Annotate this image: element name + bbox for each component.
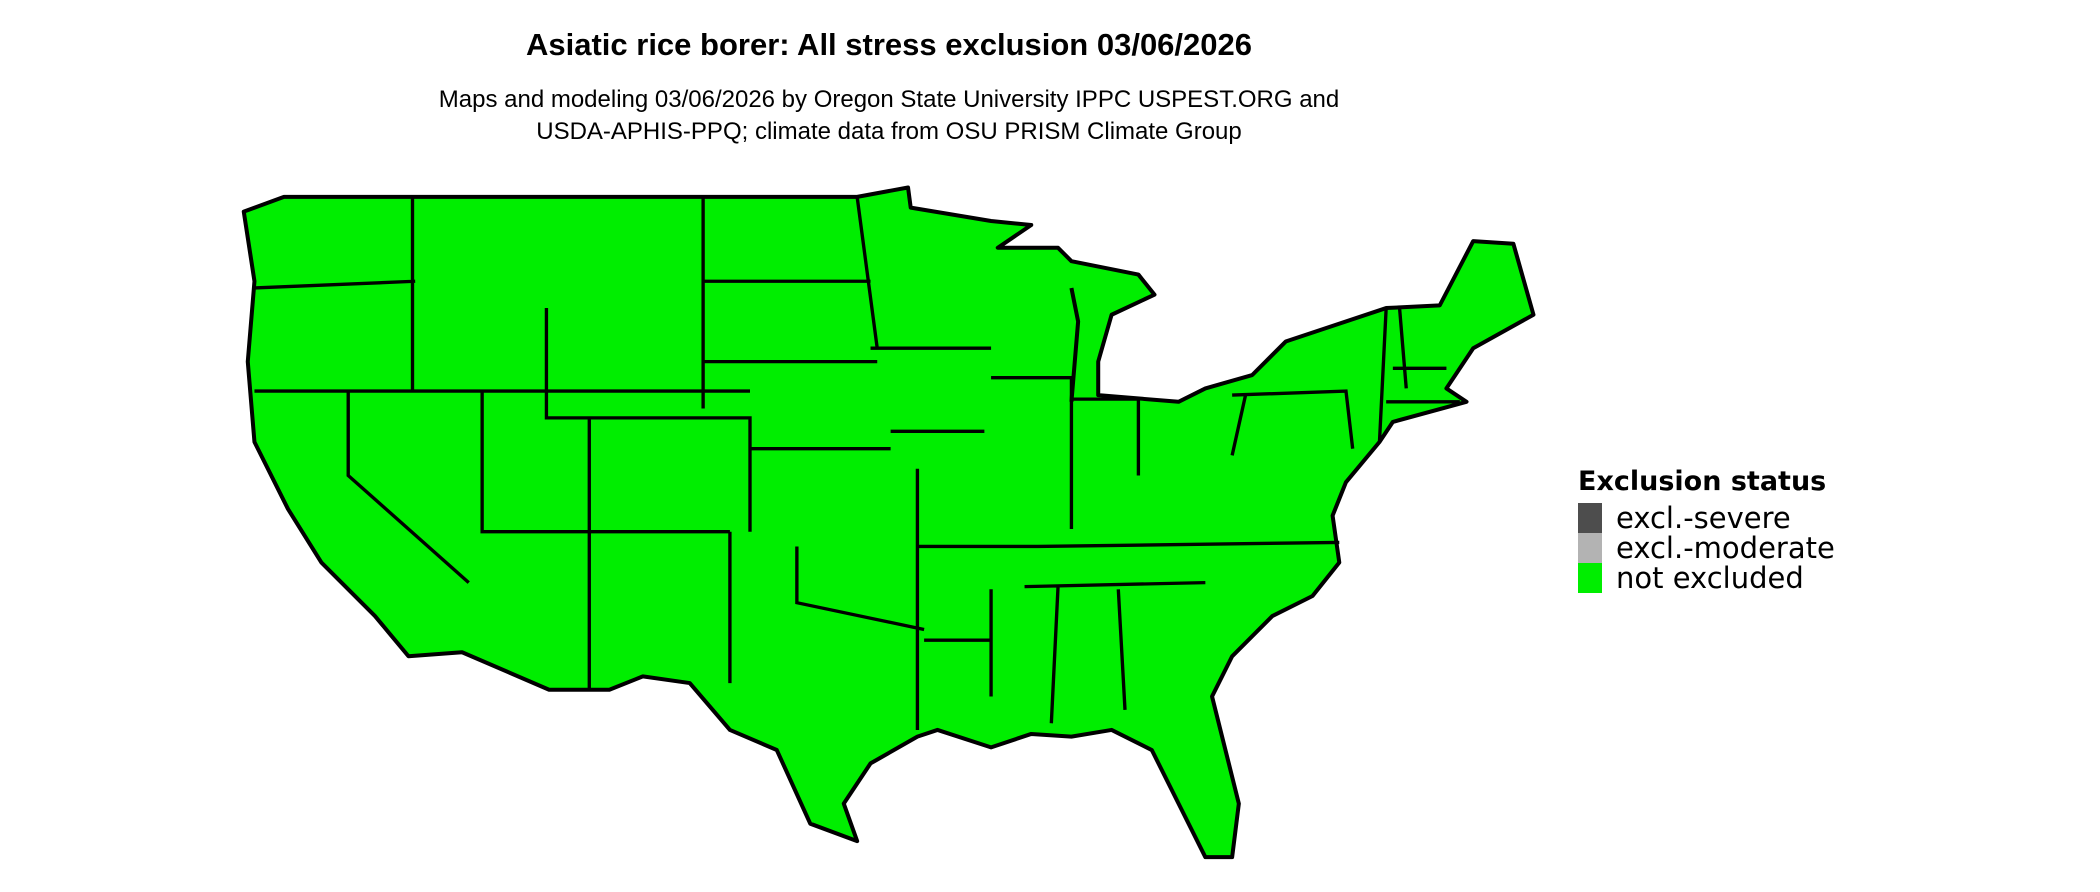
legend-item-moderate: excl.-moderate (1578, 531, 1835, 565)
legend-item-not-excluded: not excluded (1578, 561, 1835, 595)
legend-swatch-moderate (1578, 533, 1602, 563)
legend-label: not excluded (1616, 561, 1804, 595)
us-outline (241, 185, 1536, 860)
map-title: Asiatic rice borer: All stress exclusion… (525, 27, 1253, 62)
map-subtitle: Maps and modeling 03/06/2026 by Oregon S… (0, 84, 1778, 148)
legend-label: excl.-severe (1616, 501, 1791, 535)
legend-label: excl.-moderate (1616, 531, 1835, 565)
legend-swatch-severe (1578, 503, 1602, 533)
state-borders (254, 196, 1460, 730)
subtitle-line-1: Maps and modeling 03/06/2026 by Oregon S… (438, 86, 1340, 113)
subtitle-line-2: USDA-APHIS-PPQ; climate data from OSU PR… (536, 118, 1242, 145)
legend-swatch-not-excluded (1578, 563, 1602, 593)
lake-michigan-shore (1069, 287, 1081, 402)
legend-title: Exclusion status (1578, 466, 1827, 497)
legend: Exclusion status excl.-severe excl.-mode… (1578, 466, 1835, 595)
legend-item-severe: excl.-severe (1578, 501, 1835, 535)
